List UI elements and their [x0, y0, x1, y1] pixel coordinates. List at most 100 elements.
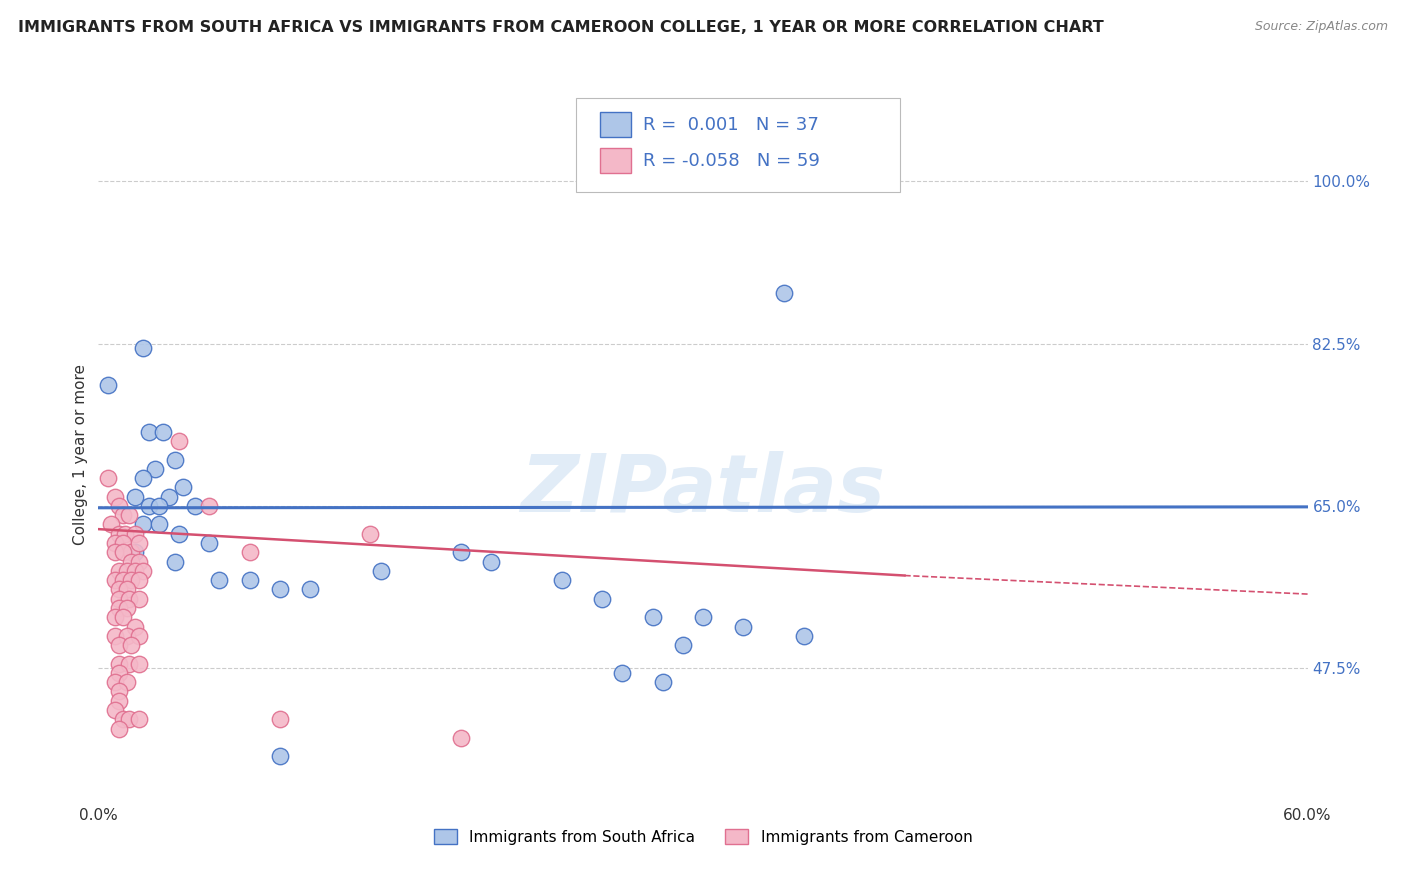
Point [152, 425, 174, 439]
Point [793, 629, 815, 643]
Point [107, 582, 129, 597]
Point [128, 536, 150, 550]
Point [120, 545, 142, 559]
Point [184, 499, 207, 513]
Point [172, 480, 194, 494]
Point [107, 657, 129, 671]
Point [118, 508, 141, 523]
Point [118, 712, 141, 726]
Text: R = -0.058   N = 59: R = -0.058 N = 59 [643, 152, 820, 169]
Point [138, 499, 160, 513]
Point [124, 490, 146, 504]
Point [103, 490, 125, 504]
Point [120, 638, 142, 652]
Point [97, 471, 120, 485]
Point [103, 610, 125, 624]
Point [111, 712, 134, 726]
Point [299, 582, 322, 597]
Point [198, 499, 221, 513]
Point [148, 499, 170, 513]
Point [167, 526, 190, 541]
Point [111, 508, 134, 523]
Point [111, 536, 134, 550]
Point [651, 675, 673, 690]
Point [198, 536, 221, 550]
Point [641, 610, 664, 624]
Point [551, 573, 574, 587]
Point [124, 564, 146, 578]
Point [163, 555, 186, 569]
Point [114, 526, 136, 541]
Point [128, 712, 150, 726]
Point [370, 564, 392, 578]
Point [591, 591, 613, 606]
Point [481, 555, 503, 569]
Point [107, 694, 129, 708]
Point [143, 462, 166, 476]
Point [103, 545, 125, 559]
Point [148, 517, 170, 532]
Point [269, 582, 291, 597]
Point [111, 610, 134, 624]
Point [115, 564, 138, 578]
Point [107, 591, 129, 606]
Point [450, 545, 472, 559]
Point [115, 582, 138, 597]
Point [103, 573, 125, 587]
Point [107, 638, 129, 652]
Point [612, 665, 634, 680]
Point [772, 285, 794, 300]
Point [157, 490, 180, 504]
Point [120, 555, 142, 569]
Point [733, 619, 755, 633]
Point [118, 591, 141, 606]
Point [115, 601, 138, 615]
Point [132, 564, 155, 578]
Point [128, 555, 150, 569]
Point [103, 629, 125, 643]
Point [103, 536, 125, 550]
Point [208, 573, 231, 587]
Point [103, 703, 125, 717]
Point [107, 665, 129, 680]
Point [124, 526, 146, 541]
Point [239, 573, 262, 587]
Point [97, 378, 120, 392]
Point [269, 749, 291, 764]
Point [124, 619, 146, 633]
Point [128, 591, 150, 606]
Point [111, 573, 134, 587]
Point [100, 517, 122, 532]
Legend: Immigrants from South Africa, Immigrants from Cameroon: Immigrants from South Africa, Immigrants… [427, 822, 979, 851]
Point [107, 499, 129, 513]
Point [128, 657, 150, 671]
Point [360, 526, 382, 541]
Point [107, 526, 129, 541]
Point [120, 573, 142, 587]
Point [107, 722, 129, 736]
Point [269, 712, 291, 726]
Point [118, 657, 141, 671]
Point [115, 675, 138, 690]
Point [111, 545, 134, 559]
Point [132, 471, 155, 485]
Point [128, 573, 150, 587]
Point [163, 452, 186, 467]
Point [692, 610, 714, 624]
Point [103, 675, 125, 690]
Point [167, 434, 190, 448]
Point [107, 601, 129, 615]
Point [239, 545, 262, 559]
Point [672, 638, 695, 652]
Point [107, 684, 129, 698]
Point [107, 564, 129, 578]
Text: IMMIGRANTS FROM SOUTH AFRICA VS IMMIGRANTS FROM CAMEROON COLLEGE, 1 YEAR OR MORE: IMMIGRANTS FROM SOUTH AFRICA VS IMMIGRAN… [18, 20, 1104, 35]
Point [124, 545, 146, 559]
Point [132, 517, 155, 532]
Point [450, 731, 472, 745]
Text: ZIPatlas: ZIPatlas [520, 450, 886, 529]
Point [128, 629, 150, 643]
Text: R =  0.001   N = 37: R = 0.001 N = 37 [643, 116, 818, 134]
Text: Source: ZipAtlas.com: Source: ZipAtlas.com [1254, 20, 1388, 33]
Y-axis label: College, 1 year or more: College, 1 year or more [73, 365, 89, 545]
